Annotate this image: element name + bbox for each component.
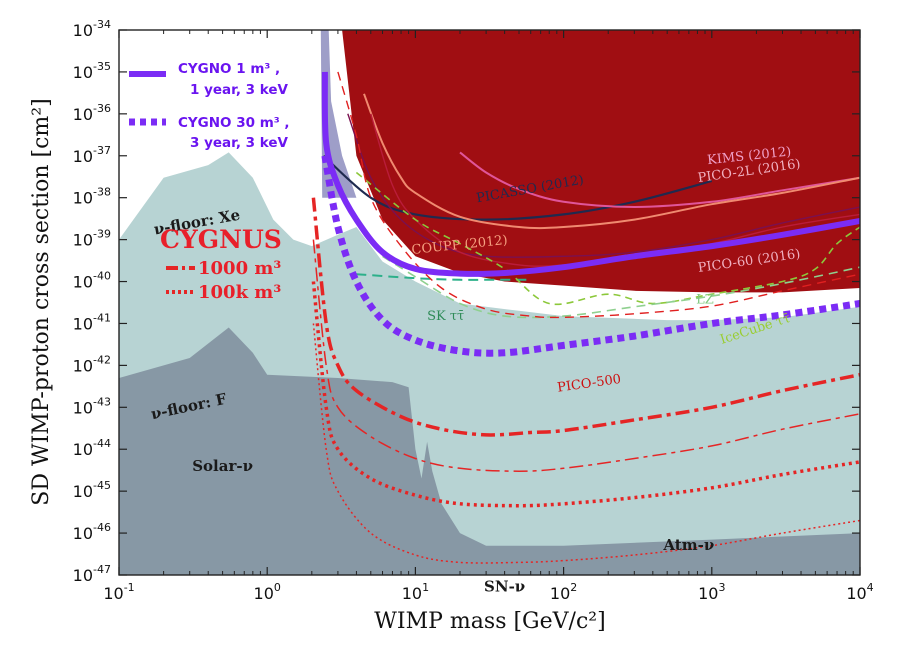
x-tick-label: 100 [254, 581, 281, 603]
y-tick-label: 10-37 [73, 144, 111, 166]
series-pico-2l-2016 [347, 113, 860, 258]
legend: CYGNO 1 m³ , 1 year, 3 keV CYGNO 30 m³ ,… [129, 61, 290, 151]
series-cygno-30-m-3-year-3-kev [321, 155, 860, 357]
x-tick-label: 101 [402, 581, 429, 603]
y-tick-label: 10-35 [73, 60, 111, 82]
annotation-sn: SN-ν [484, 578, 525, 596]
y-tick-label: 10-41 [73, 311, 111, 333]
series-lz [382, 255, 860, 319]
y-tick-label: 10-38 [73, 186, 111, 208]
legend-cygno1-sublabel: 1 year, 3 keV [190, 82, 289, 98]
plot-frame [118, 29, 861, 576]
x-tick-label: 102 [550, 581, 577, 603]
annotation-lz: LZ [696, 292, 714, 307]
y-tick-label: 10-44 [73, 437, 111, 459]
x-tick-label: 104 [846, 581, 873, 603]
y-tick-label: 10-34 [73, 18, 111, 40]
annotation-atm: Atm-ν [662, 536, 714, 554]
region-layer [119, 30, 860, 575]
cygnus-title: CYGNUS [160, 225, 282, 254]
series-cygnus-100k-m [311, 281, 860, 508]
y-tick-label: 10-39 [73, 228, 111, 250]
series-coupp-2012 [363, 93, 860, 230]
legend-cygno30-label: CYGNO 30 m³ , [178, 115, 290, 131]
y-tick-label: 10-46 [73, 521, 111, 543]
series-picasso-2012 [322, 154, 713, 221]
x-tick-label: 103 [698, 581, 725, 603]
annotation-sk: SK ττ̄ [427, 309, 464, 324]
legend-cygno30-sublabel: 3 year, 3 keV [190, 135, 289, 151]
series-cygnus-100k-m-thin [312, 323, 860, 564]
series-cygnus-1000-m [311, 197, 860, 437]
y-tick-label: 10-40 [73, 270, 111, 292]
series-cygnus-1000-m-thin [312, 239, 860, 472]
series-kims-2012 [459, 151, 860, 208]
y-axis-label: SD WIMP-proton cross section [cm²] [29, 98, 54, 505]
y-tick-label: 10-36 [73, 102, 111, 124]
x-axis-label: WIMP mass [GeV/c²] [374, 609, 605, 634]
series-cygno-1-m-1-year-3-kev [321, 71, 860, 277]
legend-cygno1-label: CYGNO 1 m³ , [178, 61, 280, 77]
y-tick-label: 10-43 [73, 395, 111, 417]
x-tick-label: 10-1 [103, 581, 134, 603]
region-excluded-red [342, 30, 860, 293]
series-layer [311, 71, 860, 564]
cygnus-100k-label: 100k m³ [198, 282, 281, 303]
tick-layer: 10-1 100 101 102 103 104 10-47 10-46 10-45 10-44 1… [73, 18, 874, 603]
y-tick-label: 10-45 [73, 479, 111, 501]
series-icecube [355, 171, 860, 306]
series-sk [356, 273, 531, 281]
annotation-solar: Solar-ν [192, 457, 253, 475]
y-tick-label: 10-47 [73, 563, 111, 585]
y-tick-label: 10-42 [73, 353, 111, 375]
cygnus-legend: CYGNUS 1000 m³ 100k m³ [160, 225, 282, 303]
cygnus-1000-label: 1000 m³ [198, 258, 281, 279]
series-pico-60-2016 [370, 113, 860, 267]
region-floor-f [119, 327, 860, 575]
